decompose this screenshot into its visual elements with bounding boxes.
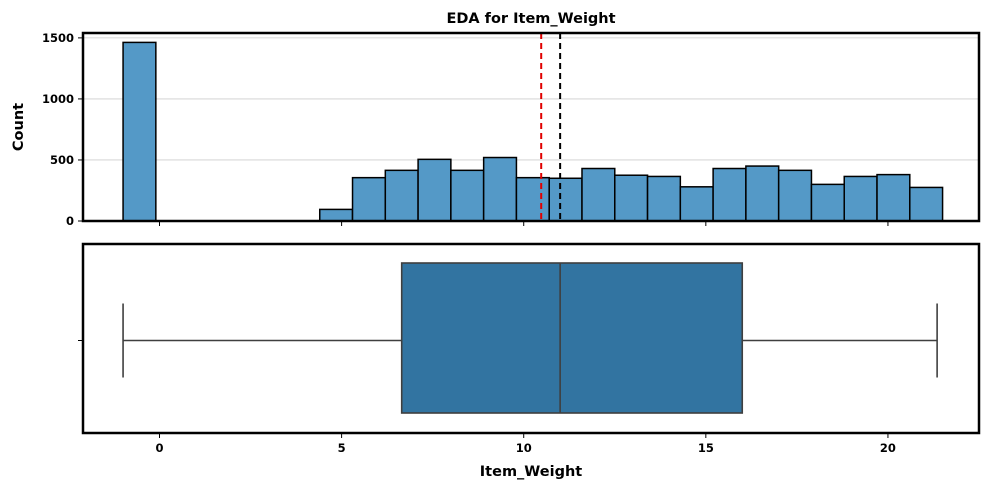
histogram-bar: [810, 183, 845, 222]
boxplot-elements: [122, 262, 938, 414]
histogram-x-ticks: [158, 221, 889, 226]
histogram-bar: [745, 165, 780, 222]
x-tick-label: 5: [338, 441, 346, 455]
y-tick-label: 1000: [42, 92, 74, 106]
histogram-bar: [614, 174, 649, 222]
boxplot-x-ticks: 0 5 10 15 20: [155, 433, 896, 455]
x-tick-label: 20: [880, 441, 896, 455]
chart-title: EDA for Item_Weight: [446, 11, 615, 27]
histogram-bar: [909, 186, 944, 222]
histogram-bar: [679, 186, 714, 222]
histogram-bar: [712, 167, 747, 222]
histogram-bar: [548, 177, 583, 222]
histogram-y-axis-label: Count: [11, 103, 27, 151]
y-tick-label: 0: [66, 214, 74, 228]
x-tick-label: 10: [516, 441, 532, 455]
histogram-bar: [777, 169, 813, 222]
boxplot-frame: [81, 242, 981, 435]
histogram-bar: [450, 169, 485, 222]
histogram-reference-lines: [540, 33, 562, 221]
histogram-frame: [81, 31, 981, 223]
histogram-bar: [318, 208, 354, 222]
boxplot-x-axis-label: Item_Weight: [480, 464, 583, 480]
histogram-bar: [646, 175, 682, 222]
histogram-bar: [122, 41, 157, 222]
histogram-y-ticks: 0 500 1000 1500: [42, 31, 83, 228]
x-tick-label: 0: [155, 441, 163, 455]
x-tick-label: 15: [698, 441, 714, 455]
histogram-bar: [417, 158, 452, 222]
y-tick-label: 1500: [42, 31, 74, 45]
histogram-bar: [843, 175, 878, 222]
y-tick-label: 500: [50, 153, 74, 167]
histogram-bar: [581, 167, 616, 222]
histogram-bar: [876, 173, 911, 222]
histogram-gridlines: [83, 37, 979, 161]
histogram-bar: [351, 176, 387, 222]
histogram-bar: [515, 176, 550, 222]
histogram-bar: [384, 169, 419, 222]
histogram-bar: [482, 156, 518, 222]
iqr-box: [400, 262, 744, 414]
histogram-bars: [122, 41, 944, 222]
